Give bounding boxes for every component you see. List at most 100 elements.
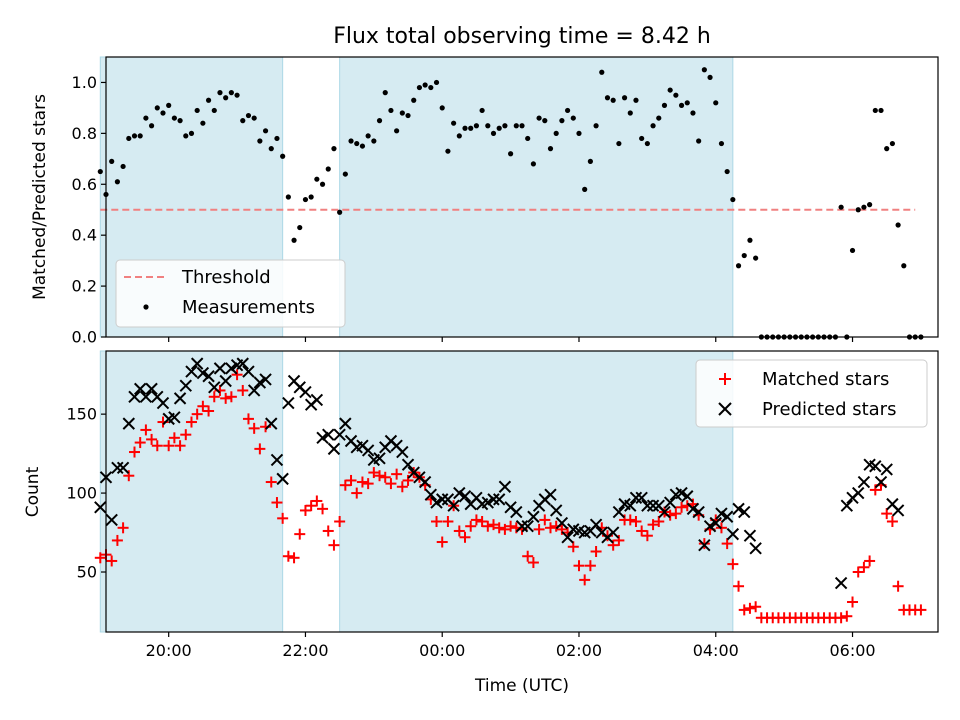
bottom-y-tick-label: 100: [66, 484, 97, 503]
predicted-star-marker: [555, 516, 569, 530]
matched-star-marker: [180, 429, 192, 441]
predicted-star-marker: [521, 520, 534, 533]
predicted-star-marker: [487, 493, 500, 506]
measurement-point: [724, 168, 730, 175]
predicted-star-marker: [173, 392, 187, 405]
matched-star-marker: [339, 479, 351, 491]
measurement-point: [223, 95, 229, 101]
measurement-point: [901, 263, 907, 269]
measurement-point: [331, 146, 337, 152]
predicted-star-marker: [498, 480, 512, 493]
matched-star-marker: [220, 392, 232, 404]
matched-star-marker: [294, 528, 306, 540]
matched-star-marker: [197, 400, 209, 412]
measurement-point: [753, 255, 759, 261]
matched-star-marker: [271, 497, 283, 509]
predicted-star-marker: [635, 491, 648, 505]
predicted-star-marker: [139, 390, 153, 403]
matched-star-marker: [733, 580, 745, 592]
measurement-point: [422, 82, 428, 88]
predicted-star-marker: [265, 417, 278, 430]
predicted-star-marker: [196, 366, 210, 380]
measurement-point: [166, 102, 172, 108]
measurement-point: [730, 196, 736, 203]
matched-star-marker: [539, 514, 551, 526]
top-y-tick-label: 0.6: [72, 175, 97, 194]
matched-star-marker: [482, 520, 494, 532]
measurement-point: [211, 107, 217, 114]
predicted-star-marker: [213, 362, 227, 375]
measurement-point: [473, 123, 480, 129]
matched-star-marker: [488, 519, 500, 531]
matched-star-marker: [242, 413, 254, 425]
measurement-point: [416, 84, 423, 91]
matched-star-marker: [835, 612, 847, 624]
matched-star-marker: [106, 555, 118, 567]
measurement-point: [553, 130, 559, 136]
predicted-star-marker: [510, 505, 523, 519]
matched-star-marker: [345, 474, 357, 486]
predicted-star-marker: [732, 502, 745, 516]
measurement-point: [889, 140, 896, 147]
measurement-point: [411, 97, 417, 103]
predicted-star-marker: [658, 505, 671, 519]
top-y-axis-ticks: 0.0 0.2 0.4 0.6 0.8 1.0: [72, 73, 106, 347]
measurement-point: [456, 133, 462, 139]
observing-window-1: [99, 350, 284, 633]
matched-star-marker: [134, 437, 146, 449]
legend-predicted-swatch: [718, 402, 732, 416]
measurement-point: [485, 123, 491, 129]
measurement-point: [673, 92, 679, 98]
measurement-point: [701, 67, 707, 73]
x-tick-label: 06:00: [829, 641, 875, 660]
predicted-stars-points: [94, 357, 905, 590]
matched-star-marker: [841, 610, 853, 622]
predicted-star-marker: [453, 486, 466, 500]
measurement-point: [177, 118, 183, 124]
top-y-tick-label: 0.8: [72, 124, 97, 143]
matched-star-marker: [647, 519, 659, 531]
predicted-star-marker: [481, 496, 495, 509]
measurement-point: [297, 224, 303, 231]
matched-star-marker: [721, 538, 733, 550]
matched-star-marker: [738, 604, 750, 616]
predicted-star-marker: [242, 365, 255, 378]
matched-star-marker: [470, 514, 482, 526]
matched-star-marker: [123, 470, 135, 482]
measurement-point: [542, 118, 548, 124]
measurement-point: [143, 115, 149, 121]
measurement-point: [337, 209, 343, 215]
measurement-point: [582, 186, 588, 192]
matched-star-marker: [288, 552, 300, 564]
top-y-tick-label: 0.4: [72, 226, 97, 245]
measurement-point: [314, 176, 320, 182]
predicted-star-marker: [663, 496, 677, 509]
bottom-legend: Matched stars Predicted stars: [695, 359, 928, 428]
bottom-x-axis-ticks: 20:00 22:00 00:00 02:00 04:00 06:00: [146, 632, 876, 660]
measurement-point: [217, 90, 223, 96]
measurement-point: [576, 130, 582, 136]
matched-star-marker: [465, 520, 477, 532]
chart-title: Flux total observing time = 8.42 h: [333, 24, 711, 49]
legend-predicted-label: Predicted stars: [762, 399, 896, 420]
measurement-point: [667, 87, 673, 93]
matched-star-marker: [630, 515, 642, 527]
measurement-point: [570, 115, 576, 121]
measurement-point: [445, 148, 451, 154]
matched-star-marker: [750, 601, 762, 613]
measurement-point: [154, 105, 160, 111]
measurement-point: [120, 163, 126, 170]
measurement-point: [496, 125, 502, 131]
predicted-star-marker: [703, 520, 717, 533]
matched-star-marker: [676, 501, 688, 513]
matched-star-marker: [311, 495, 323, 507]
predicted-star-marker: [361, 444, 375, 457]
predicted-star-marker: [128, 390, 141, 403]
measurement-point: [639, 135, 645, 142]
matched-star-marker: [163, 440, 175, 452]
predicted-star-marker: [333, 428, 346, 441]
measurement-point: [245, 112, 252, 119]
matched-star-marker: [322, 525, 334, 537]
predicted-star-marker: [436, 493, 449, 506]
predicted-star-marker: [624, 499, 637, 512]
